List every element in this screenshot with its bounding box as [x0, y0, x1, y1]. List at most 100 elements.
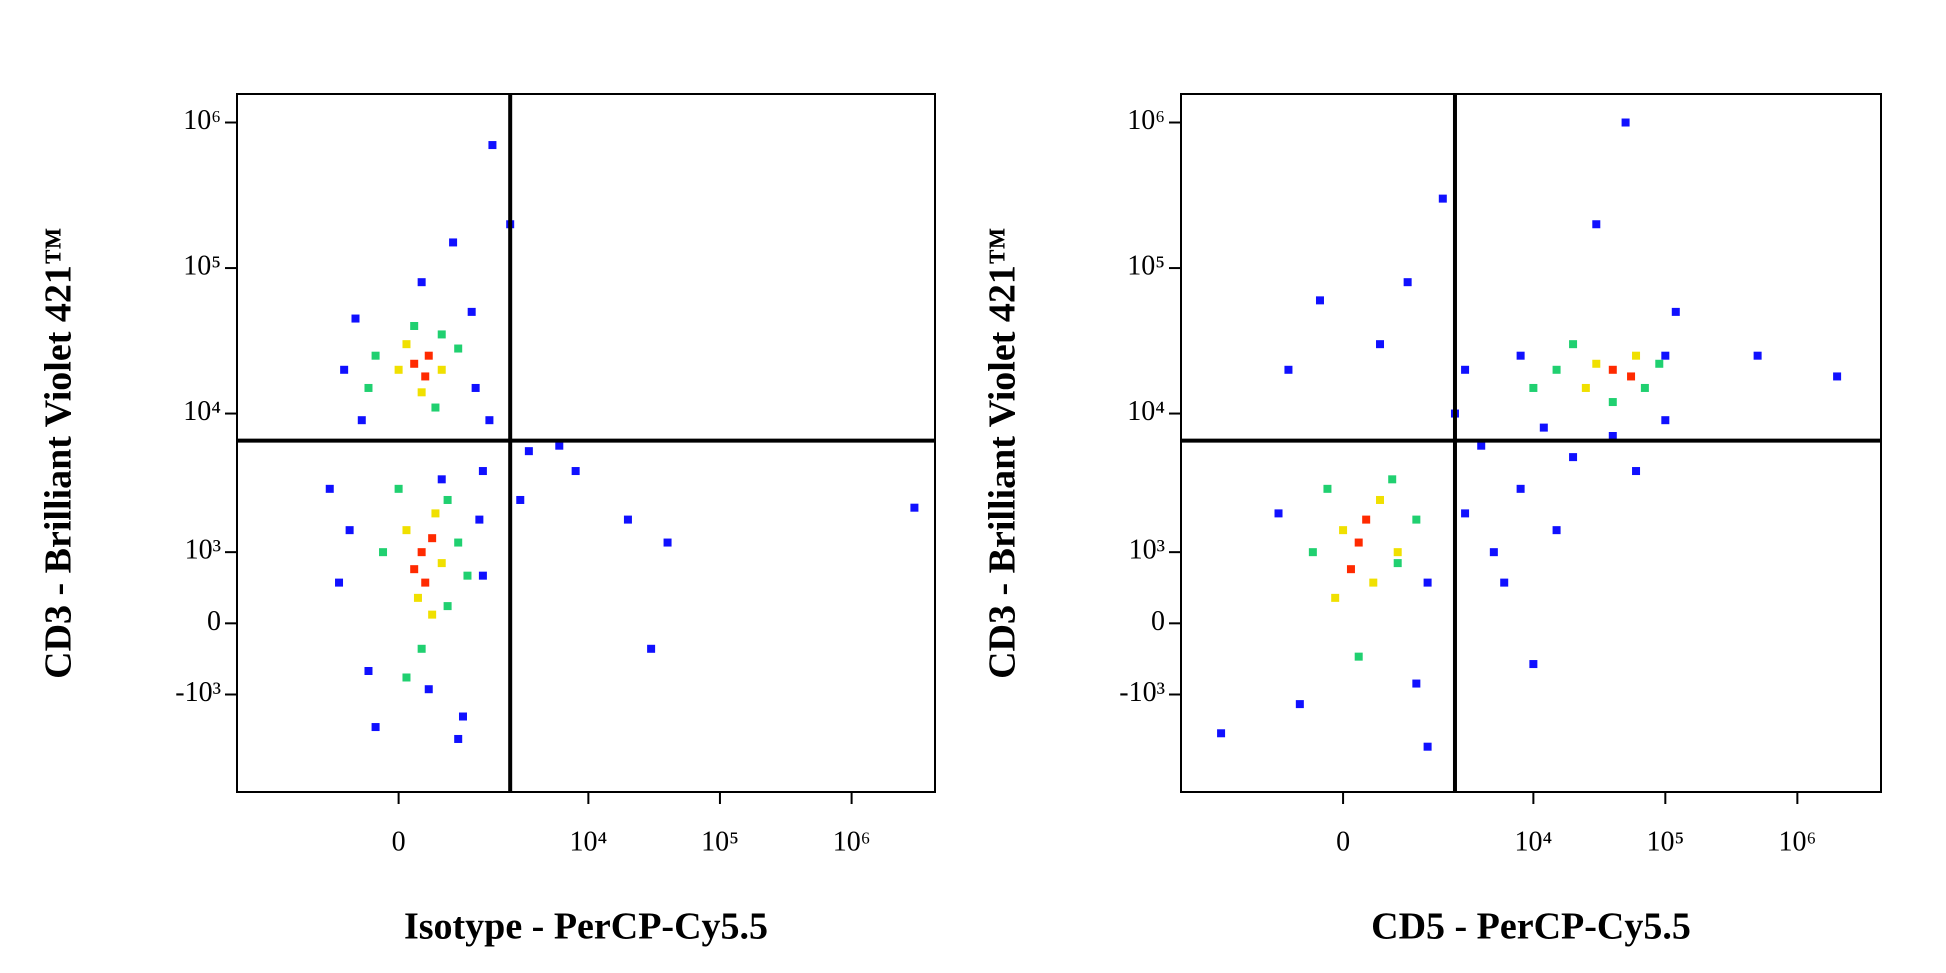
data-point: [1331, 593, 1340, 602]
data-point: [1461, 365, 1470, 374]
y-tick-label: 10³: [185, 535, 221, 566]
data-point: [454, 344, 463, 353]
data-point: [357, 416, 366, 425]
data-point: [364, 383, 373, 392]
plot-frame: [236, 93, 936, 793]
data-point: [417, 548, 426, 557]
data-point: [421, 578, 430, 587]
data-point: [1569, 453, 1578, 462]
data-point: [571, 467, 580, 476]
data-point: [454, 734, 463, 743]
data-point: [1284, 365, 1293, 374]
data-point: [1295, 700, 1304, 709]
data-point: [454, 538, 463, 547]
y-tick-label: 10⁶: [183, 105, 221, 136]
data-point: [1608, 432, 1617, 441]
data-point: [417, 278, 426, 287]
data-point: [910, 503, 919, 512]
data-point: [1376, 495, 1385, 504]
data-point: [1833, 372, 1842, 381]
data-point: [1477, 441, 1486, 450]
data-point: [1608, 365, 1617, 374]
data-point: [1339, 526, 1348, 535]
data-point: [402, 526, 411, 535]
data-point: [516, 495, 525, 504]
data-point: [431, 509, 440, 518]
data-point: [623, 515, 632, 524]
data-point: [443, 602, 452, 611]
data-point: [437, 559, 446, 568]
x-tick-label: 10⁴: [1514, 826, 1552, 857]
data-point: [449, 238, 458, 247]
data-point: [1632, 351, 1641, 360]
data-point: [1346, 565, 1355, 574]
data-point: [475, 515, 484, 524]
data-point: [1552, 365, 1561, 374]
data-point: [1403, 278, 1412, 287]
data-point: [1661, 351, 1670, 360]
data-point: [478, 467, 487, 476]
data-point: [1217, 729, 1226, 738]
data-point: [1661, 416, 1670, 425]
data-point: [371, 723, 380, 732]
data-point: [1655, 359, 1664, 368]
data-point: [431, 403, 440, 412]
data-point: [1362, 515, 1371, 524]
data-point: [663, 538, 672, 547]
data-point: [428, 610, 437, 619]
data-point: [379, 548, 388, 557]
data-point: [1354, 538, 1363, 547]
data-point: [467, 307, 476, 316]
data-point: [488, 141, 497, 150]
data-point: [421, 372, 430, 381]
x-tick-label: 10⁶: [833, 826, 871, 857]
data-point: [1323, 484, 1332, 493]
data-point: [478, 571, 487, 580]
data-point: [410, 565, 419, 574]
data-point: [413, 593, 422, 602]
data-point: [417, 644, 426, 653]
data-point: [1516, 351, 1525, 360]
data-point: [471, 383, 480, 392]
data-point: [1438, 194, 1447, 203]
data-point: [555, 441, 564, 450]
y-tick-label: -10³: [1119, 677, 1165, 708]
data-point: [1423, 578, 1432, 587]
y-tick-label: 0: [207, 606, 221, 637]
data-point: [1592, 220, 1601, 229]
data-point: [1592, 359, 1601, 368]
data-point: [402, 340, 411, 349]
data-point: [1369, 578, 1378, 587]
data-point: [485, 416, 494, 425]
data-point: [1552, 526, 1561, 535]
data-point: [1529, 383, 1538, 392]
x-tick-label: 10⁴: [569, 826, 607, 857]
data-point: [1608, 398, 1617, 407]
data-point: [1274, 509, 1283, 518]
data-point: [463, 571, 472, 580]
data-point: [1461, 509, 1470, 518]
data-point: [394, 484, 403, 493]
data-point: [524, 447, 533, 456]
data-point: [437, 365, 446, 374]
x-tick-label: 10⁵: [701, 826, 739, 857]
y-tick-label: 10⁴: [1127, 396, 1165, 427]
data-point: [410, 321, 419, 330]
y-axis-title: CD3 - Brilliant Violet 421™: [38, 227, 80, 679]
data-point: [437, 330, 446, 339]
data-point: [458, 712, 467, 721]
data-point: [1621, 118, 1630, 127]
data-point: [417, 388, 426, 397]
data-point: [1308, 548, 1317, 557]
x-axis-title: CD5 - PerCP-Cy5.5: [1371, 906, 1691, 948]
y-tick-label: 0: [1151, 606, 1165, 637]
x-tick-label: 10⁶: [1778, 826, 1816, 857]
y-tick-label: 10³: [1129, 535, 1165, 566]
data-point: [1500, 578, 1509, 587]
data-point: [402, 673, 411, 682]
y-axis-title: CD3 - Brilliant Violet 421™: [982, 227, 1024, 679]
data-point: [364, 666, 373, 675]
data-point: [1539, 423, 1548, 432]
data-point: [410, 359, 419, 368]
